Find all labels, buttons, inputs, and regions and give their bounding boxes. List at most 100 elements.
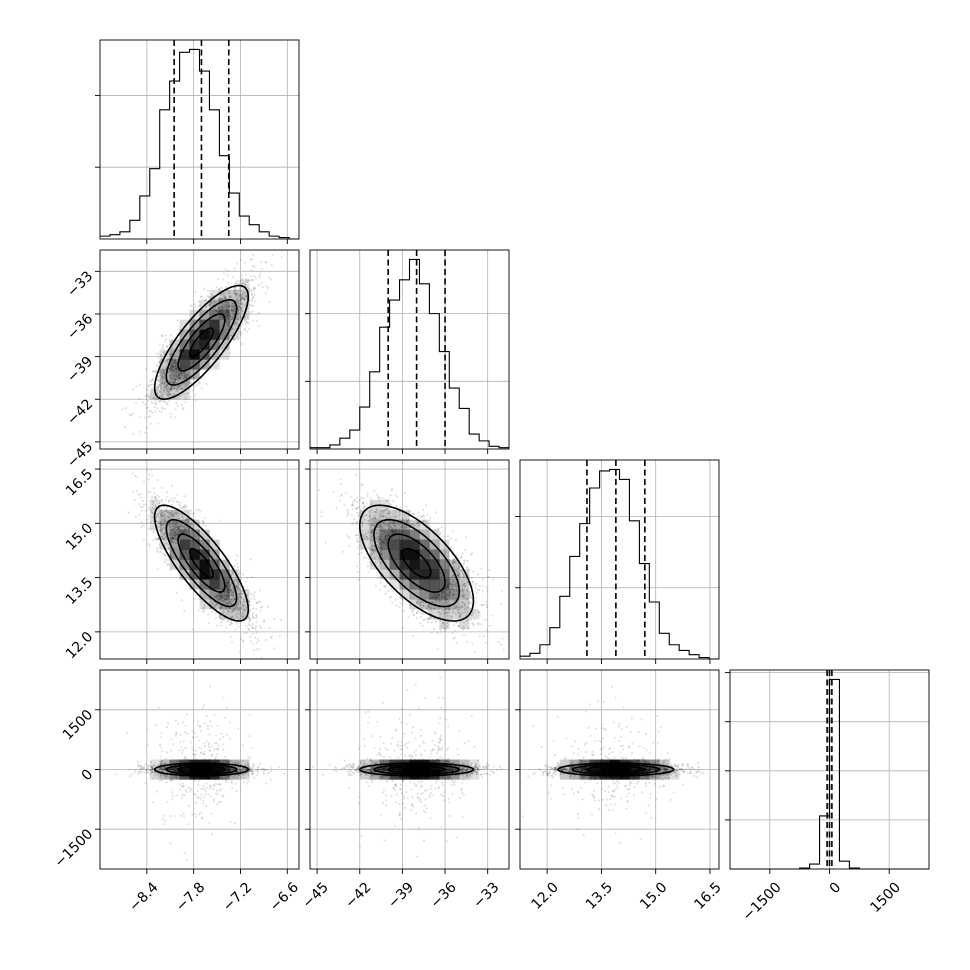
sample-point — [159, 354, 162, 356]
density-cell — [159, 539, 170, 550]
sample-point — [443, 612, 445, 615]
sample-point — [227, 269, 230, 272]
sample-point — [196, 384, 199, 387]
sample-point — [146, 518, 149, 521]
sample-point — [234, 287, 237, 290]
sample-point — [163, 823, 166, 826]
density-cell — [199, 339, 210, 350]
sample-point — [386, 507, 388, 510]
sample-point — [155, 771, 158, 774]
sample-point — [134, 769, 137, 772]
sample-point — [392, 523, 395, 526]
density-cell — [159, 359, 170, 370]
sample-point — [170, 749, 172, 752]
sample-point — [461, 626, 464, 629]
sample-point — [444, 608, 447, 610]
sample-point — [457, 606, 460, 608]
sample-point — [239, 591, 241, 594]
sample-point — [254, 277, 257, 280]
sample-point — [162, 388, 165, 391]
sample-point — [224, 306, 227, 309]
sample-point — [175, 367, 178, 370]
sample-point — [155, 364, 158, 367]
sample-point — [430, 601, 433, 604]
sample-point — [434, 617, 436, 620]
sample-point — [439, 616, 441, 619]
sample-point — [164, 769, 166, 771]
sample-point — [228, 591, 231, 593]
sample-point — [230, 319, 232, 322]
sample-point — [358, 531, 361, 534]
sample-point — [251, 770, 254, 772]
sample-point — [457, 624, 460, 627]
sample-point — [247, 773, 250, 776]
sample-point — [369, 516, 372, 519]
sample-point — [236, 613, 239, 615]
sample-point — [172, 370, 175, 373]
sample-point — [466, 620, 469, 622]
sample-point — [422, 604, 424, 607]
sample-point — [184, 527, 187, 530]
sample-point — [461, 577, 464, 579]
sample-point — [183, 373, 186, 376]
sample-point — [227, 597, 230, 600]
sample-point — [415, 601, 418, 604]
sample-point — [472, 624, 475, 627]
sample-point — [228, 601, 231, 603]
sample-point — [374, 548, 377, 551]
sample-point — [355, 521, 358, 523]
sample-point — [255, 648, 258, 651]
sample-point — [227, 609, 229, 612]
sample-point — [205, 304, 208, 306]
sample-point — [226, 602, 228, 605]
sample-point — [392, 589, 394, 592]
sample-point — [160, 529, 163, 532]
sample-point — [249, 258, 252, 261]
sample-point — [253, 591, 256, 593]
sample-point — [360, 483, 363, 486]
sample-point — [225, 320, 228, 323]
sample-point — [370, 509, 373, 512]
sample-point — [224, 596, 227, 599]
sample-point — [460, 660, 462, 662]
sample-point — [426, 606, 429, 609]
sample-point — [222, 612, 225, 615]
sample-point — [150, 401, 153, 404]
sample-point — [365, 557, 368, 559]
density-cell — [199, 319, 210, 330]
sample-point — [231, 298, 233, 300]
sample-point — [398, 605, 401, 608]
sample-point — [187, 786, 189, 789]
sample-point — [210, 795, 213, 798]
sample-point — [238, 326, 241, 329]
sample-point — [255, 625, 257, 627]
sample-point — [168, 537, 170, 540]
sample-point — [241, 606, 244, 608]
sample-point — [227, 324, 230, 327]
sample-point — [154, 498, 157, 500]
sample-point — [458, 572, 461, 575]
sample-point — [244, 604, 247, 607]
sample-point — [243, 600, 245, 603]
sample-point — [369, 529, 372, 532]
sample-point — [168, 391, 170, 393]
sample-point — [374, 546, 377, 549]
sample-point — [191, 526, 194, 529]
sample-point — [153, 513, 155, 516]
density-cell — [419, 579, 430, 590]
sample-point — [167, 769, 170, 771]
sample-point — [455, 621, 458, 624]
sample-point — [447, 611, 450, 614]
sample-point — [466, 605, 469, 608]
sample-point — [219, 614, 222, 616]
sample-point — [214, 595, 217, 597]
sample-point — [370, 524, 372, 526]
sample-point — [229, 635, 232, 638]
sample-point — [172, 528, 175, 531]
sample-point — [227, 596, 230, 598]
sample-point — [443, 609, 445, 612]
sample-point — [239, 618, 241, 621]
sample-point — [149, 396, 151, 398]
sample-point — [382, 584, 385, 587]
sample-point — [213, 308, 216, 311]
